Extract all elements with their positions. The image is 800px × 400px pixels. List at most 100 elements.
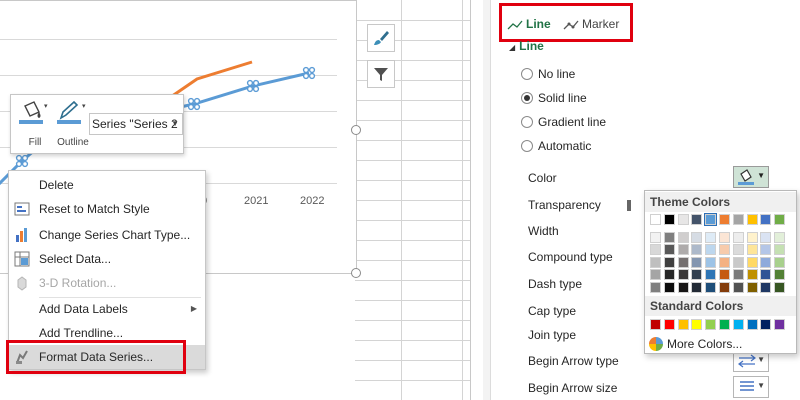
- theme-color-swatch[interactable]: [691, 214, 703, 225]
- theme-color-swatch[interactable]: [650, 244, 661, 255]
- theme-color-swatch[interactable]: [774, 231, 786, 243]
- theme-color-swatch[interactable]: [760, 256, 772, 268]
- menu-item-format-data-series[interactable]: Format Data Series...: [9, 345, 205, 369]
- theme-color-swatch[interactable]: [719, 281, 730, 293]
- theme-color-swatch[interactable]: [650, 231, 661, 243]
- menu-item-select-data[interactable]: Select Data...: [9, 247, 205, 271]
- theme-color-swatch[interactable]: [732, 231, 744, 243]
- theme-color-swatch[interactable]: [663, 281, 675, 293]
- tab-marker[interactable]: Marker: [563, 14, 619, 34]
- theme-color-swatch[interactable]: [760, 231, 772, 243]
- theme-color-swatch[interactable]: [705, 281, 717, 293]
- theme-color-swatch[interactable]: [760, 244, 772, 255]
- fill-button[interactable]: ▾ Fill: [15, 99, 55, 151]
- theme-color-swatch[interactable]: [691, 281, 703, 293]
- theme-color-swatch[interactable]: [746, 244, 758, 255]
- theme-color-swatch[interactable]: [732, 256, 744, 268]
- tab-line[interactable]: Line: [507, 14, 551, 34]
- theme-color-swatch[interactable]: [774, 244, 786, 255]
- theme-color-swatch[interactable]: [774, 256, 786, 268]
- chart-filters-button[interactable]: [367, 60, 395, 88]
- standard-color-swatch[interactable]: [746, 319, 758, 330]
- standard-color-swatch[interactable]: [691, 319, 703, 330]
- worksheet-area[interactable]: 0 2021 2022 ▾ Fill ▾: [0, 0, 470, 400]
- standard-color-swatch[interactable]: [760, 319, 772, 330]
- theme-color-swatch[interactable]: [650, 281, 661, 293]
- theme-color-swatch[interactable]: [663, 231, 675, 243]
- theme-color-swatch[interactable]: [774, 214, 786, 225]
- standard-color-swatch[interactable]: [705, 319, 717, 330]
- theme-color-swatch[interactable]: [663, 244, 675, 255]
- theme-color-swatch[interactable]: [691, 256, 703, 268]
- selection-marker[interactable]: [246, 79, 260, 93]
- begin-arrow-type-dropdown[interactable]: ▼: [733, 350, 769, 372]
- theme-color-swatch[interactable]: [691, 269, 703, 280]
- color-picker-button[interactable]: ▼: [733, 166, 769, 188]
- theme-color-swatch[interactable]: [663, 269, 675, 280]
- chart-styles-button[interactable]: [367, 24, 395, 52]
- theme-color-swatch[interactable]: [650, 214, 661, 225]
- radio-button[interactable]: [521, 92, 533, 104]
- standard-color-swatch[interactable]: [719, 319, 730, 330]
- chart-resize-handle[interactable]: [351, 125, 361, 135]
- theme-color-swatch[interactable]: [732, 214, 744, 225]
- theme-color-swatch[interactable]: [650, 269, 661, 280]
- standard-color-swatch[interactable]: [677, 319, 689, 330]
- theme-color-swatch[interactable]: [760, 281, 772, 293]
- theme-color-swatch[interactable]: [677, 269, 689, 280]
- theme-color-swatch[interactable]: [677, 256, 689, 268]
- theme-color-swatch[interactable]: [677, 244, 689, 255]
- theme-color-swatch[interactable]: [705, 269, 717, 280]
- theme-color-swatch[interactable]: [719, 244, 730, 255]
- theme-color-swatch[interactable]: [705, 231, 717, 243]
- selection-marker[interactable]: [187, 97, 201, 111]
- theme-color-swatch[interactable]: [719, 231, 730, 243]
- menu-item-3d-rotation[interactable]: 3-D Rotation...: [9, 271, 205, 295]
- pane-scroll-strip[interactable]: [483, 0, 491, 400]
- standard-color-swatch[interactable]: [774, 319, 786, 330]
- begin-arrow-size-dropdown[interactable]: ▼: [733, 376, 769, 398]
- theme-color-swatch[interactable]: [677, 231, 689, 243]
- radio-button[interactable]: [521, 116, 533, 128]
- theme-color-swatch[interactable]: [746, 214, 758, 225]
- radio-button[interactable]: [521, 68, 533, 80]
- chart-resize-handle[interactable]: [351, 268, 361, 278]
- selection-marker[interactable]: [302, 66, 316, 80]
- theme-color-swatch[interactable]: [774, 281, 786, 293]
- series-selector[interactable]: Series "Series 2 ▼: [89, 113, 183, 135]
- theme-color-swatch[interactable]: [691, 244, 703, 255]
- theme-color-swatch[interactable]: [663, 214, 675, 225]
- transparency-slider-thumb[interactable]: [627, 200, 631, 211]
- theme-color-swatch[interactable]: [719, 214, 730, 225]
- theme-color-swatch[interactable]: [774, 269, 786, 280]
- theme-color-swatch[interactable]: [705, 256, 717, 268]
- theme-color-swatch[interactable]: [650, 256, 661, 268]
- theme-color-swatch[interactable]: [746, 256, 758, 268]
- menu-item-delete[interactable]: Delete: [9, 173, 205, 197]
- theme-color-swatch[interactable]: [677, 281, 689, 293]
- standard-color-swatch[interactable]: [663, 319, 675, 330]
- menu-item-change-series-chart-type[interactable]: Change Series Chart Type...: [9, 223, 205, 247]
- theme-color-swatch[interactable]: [719, 269, 730, 280]
- theme-color-swatch[interactable]: [663, 256, 675, 268]
- theme-color-swatch[interactable]: [732, 244, 744, 255]
- standard-color-swatch[interactable]: [650, 319, 661, 330]
- theme-color-swatch[interactable]: [719, 256, 730, 268]
- radio-button[interactable]: [521, 140, 533, 152]
- theme-color-swatch[interactable]: [732, 269, 744, 280]
- outline-button[interactable]: ▾ Outline: [53, 99, 93, 151]
- theme-color-swatch[interactable]: [746, 231, 758, 243]
- theme-color-swatch[interactable]: [677, 214, 689, 225]
- theme-color-swatch[interactable]: [705, 244, 717, 255]
- menu-item-add-trendline[interactable]: Add Trendline...: [9, 321, 205, 345]
- more-colors-button[interactable]: More Colors...: [647, 335, 795, 353]
- theme-color-swatch[interactable]: [760, 214, 772, 225]
- theme-color-swatch[interactable]: [746, 281, 758, 293]
- theme-color-swatch[interactable]: [732, 281, 744, 293]
- menu-item-add-data-labels[interactable]: Add Data Labels ▶: [9, 297, 205, 321]
- standard-color-swatch[interactable]: [732, 319, 744, 330]
- section-line-header[interactable]: ◢ Line: [509, 39, 544, 53]
- theme-color-swatch[interactable]: [691, 231, 703, 243]
- theme-color-swatch[interactable]: [760, 269, 772, 280]
- theme-color-swatch[interactable]: [746, 269, 758, 280]
